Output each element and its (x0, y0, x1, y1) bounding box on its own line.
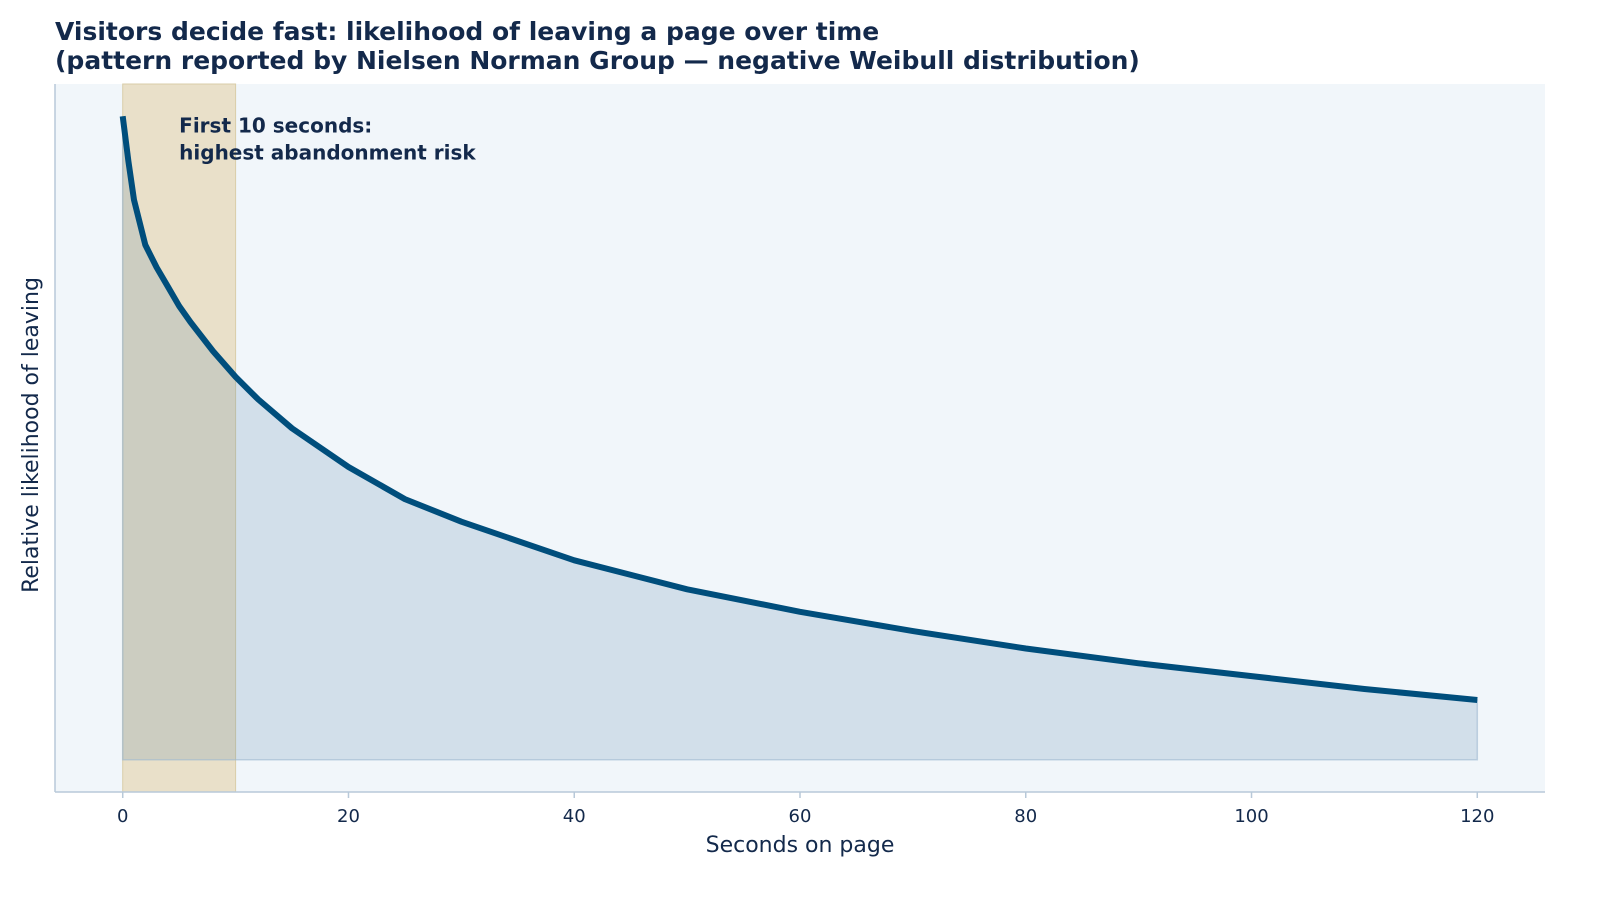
x-axis-label: Seconds on page (706, 833, 895, 858)
x-tick-label: 80 (1014, 806, 1037, 827)
x-tick-label: 20 (337, 806, 360, 827)
chart-title-line-1: Visitors decide fast: likelihood of leav… (55, 17, 880, 46)
chart-title-line-2: (pattern reported by Nielsen Norman Grou… (55, 46, 1140, 75)
likelihood-curve (119, 115, 1478, 703)
x-tick-label: 40 (563, 806, 586, 827)
annotation-line-2: highest abandonment risk (179, 141, 476, 165)
x-tick-label: 60 (789, 806, 812, 827)
x-ticks: 0 20 40 60 80 100 120 (117, 792, 1494, 827)
y-axis-label: Relative likelihood of leaving (19, 277, 44, 593)
first-10-seconds-highlight (122, 83, 237, 793)
annotation-line-1: First 10 seconds: (179, 114, 372, 138)
x-tick-label: 100 (1234, 806, 1268, 827)
x-tick-label: 120 (1460, 806, 1494, 827)
x-tick-label: 0 (117, 806, 128, 827)
